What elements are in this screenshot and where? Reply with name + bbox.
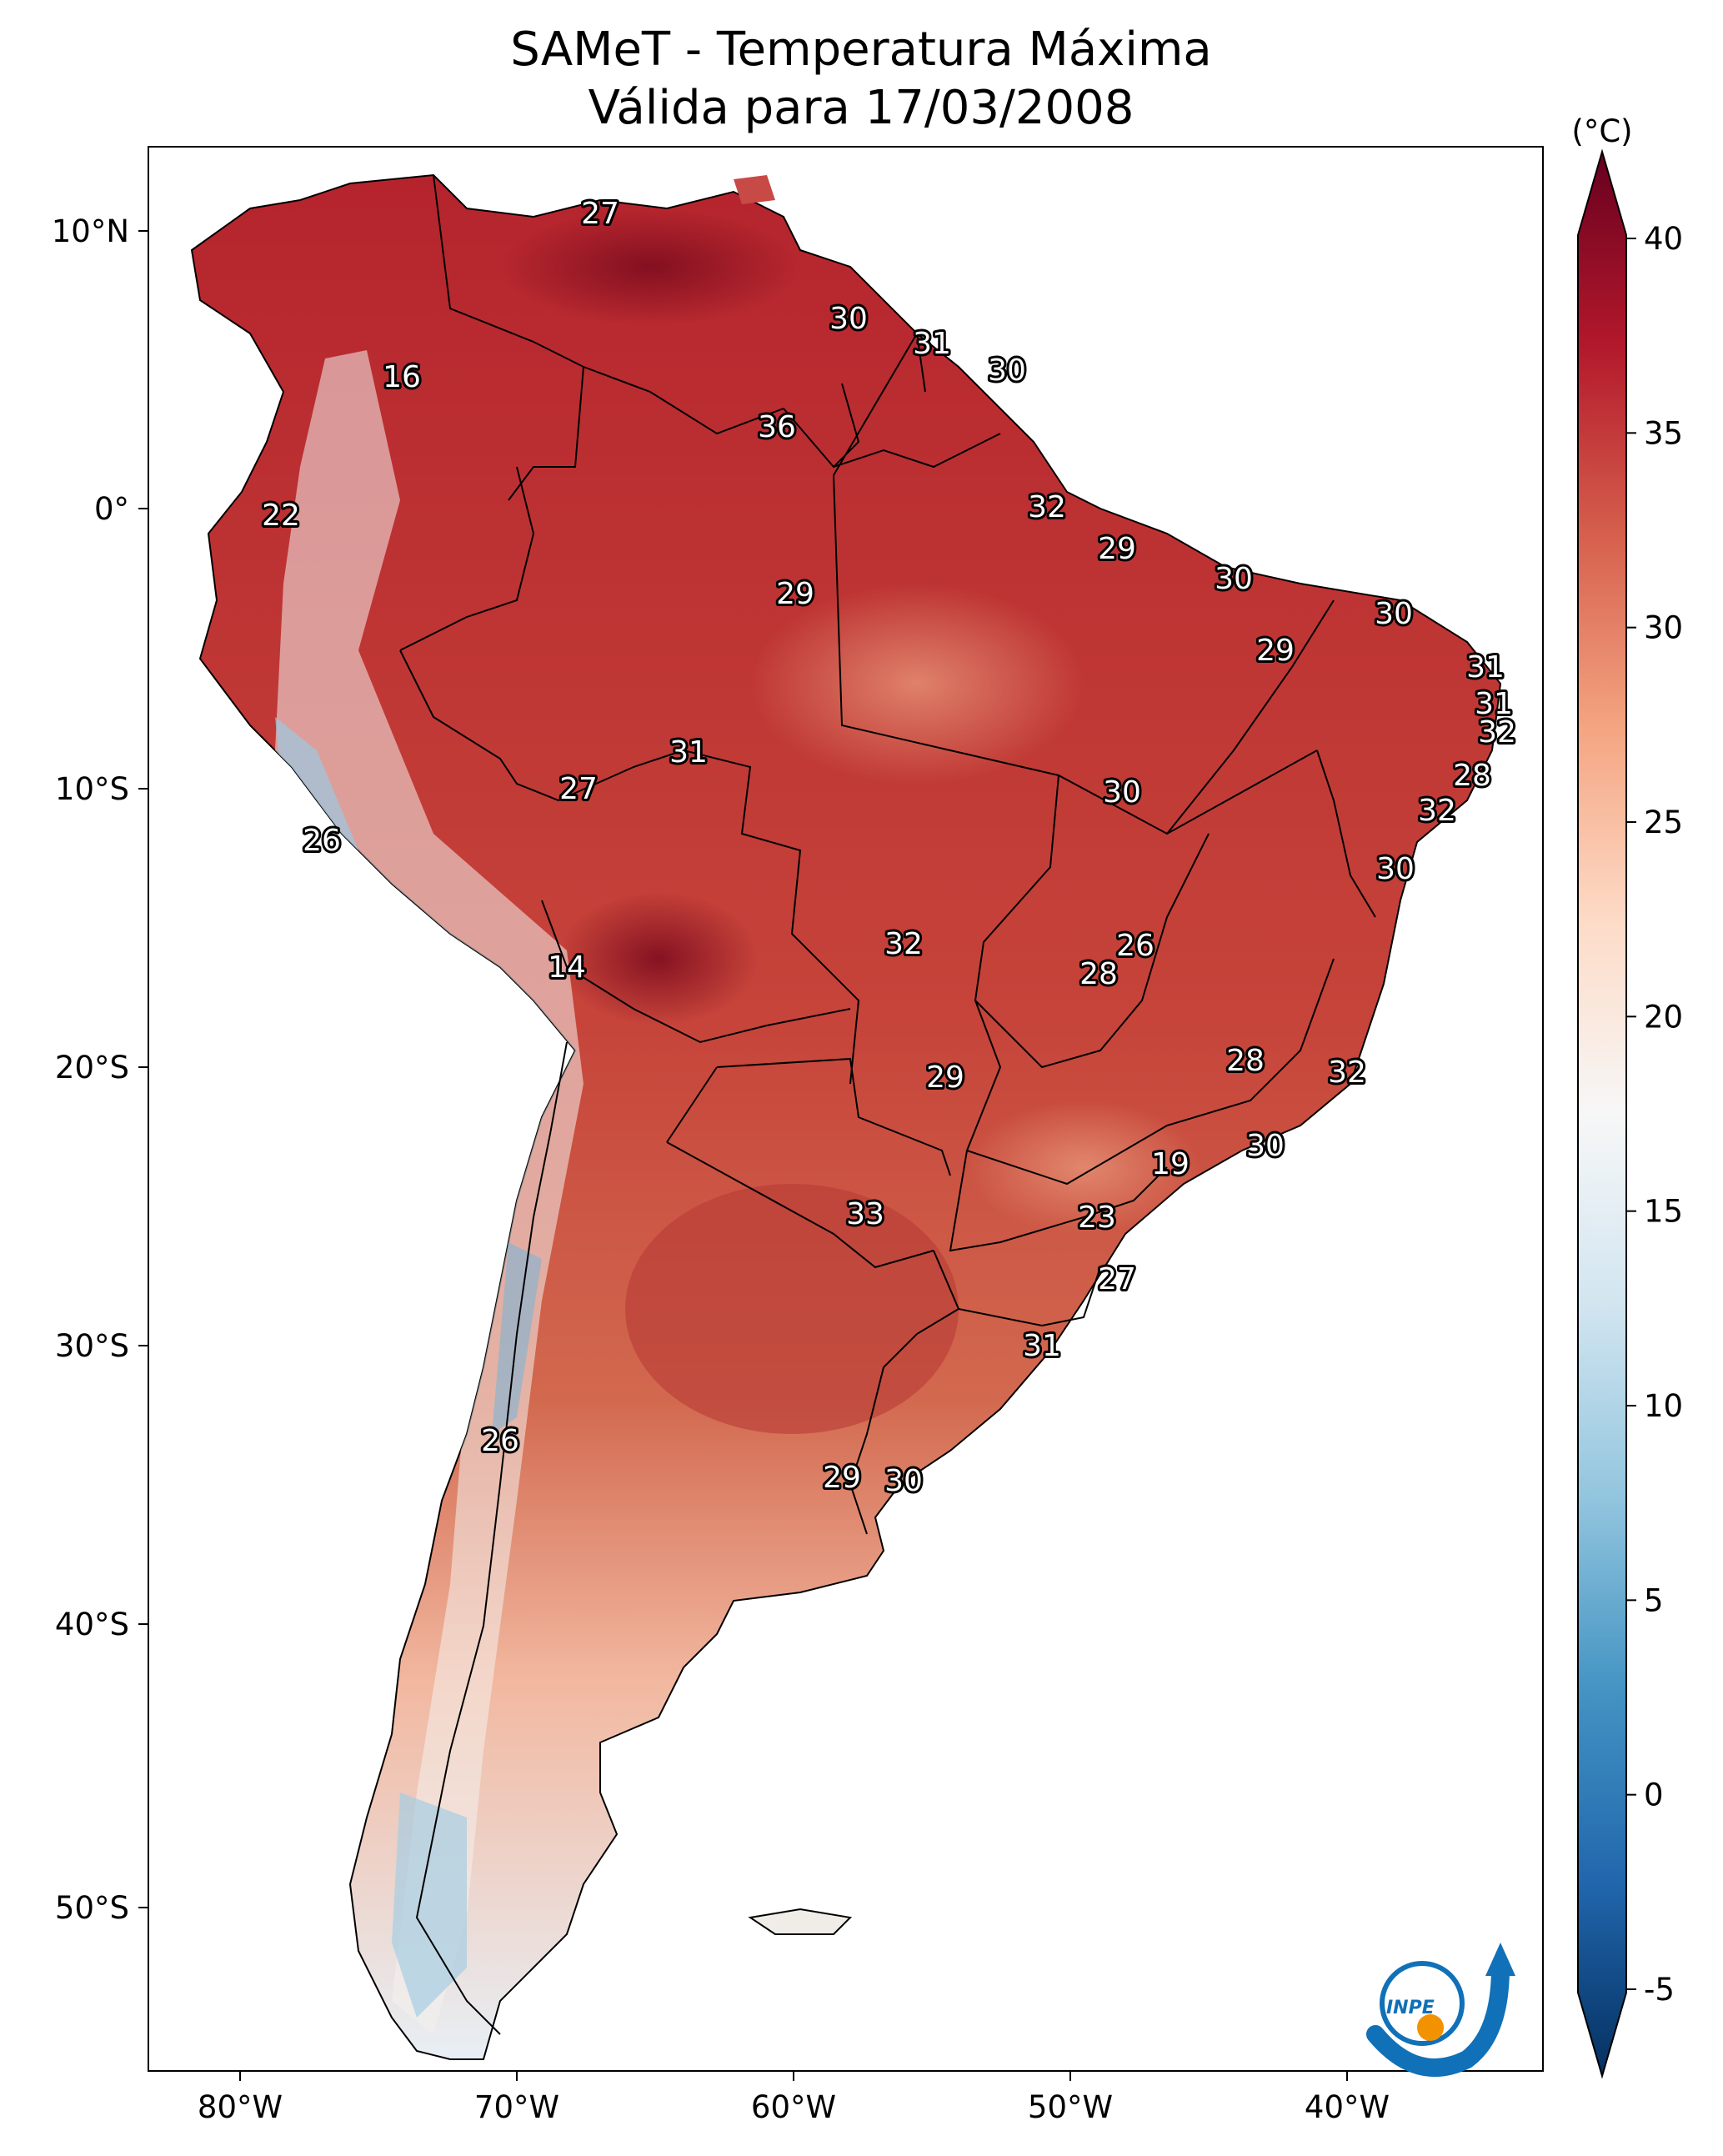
temp-label: 32 [1028,490,1066,524]
map-title-line1: SAMeT - Temperatura Máxima [510,23,1212,77]
temp-label: 32 [1478,715,1516,750]
temp-label: 31 [1466,650,1505,684]
colorbar-tick-label: 25 [1644,805,1683,840]
lon-label: 60°W [751,2089,836,2125]
lat-label: 40°S [55,1607,129,1642]
temp-label: 29 [1098,532,1136,566]
temp-label: 19 [1151,1147,1190,1181]
lat-label: 50°S [55,1890,129,1926]
longitude-axis: 80°W 70°W 60°W 50°W 40°W [198,2071,1390,2125]
temp-label: 29 [776,577,814,611]
temp-label: 22 [262,499,300,533]
colorbar-scale [1577,148,1627,2079]
temp-label: 33 [846,1197,884,1231]
logo-orange-dot [1417,2014,1444,2041]
temp-label: 26 [481,1424,519,1458]
temp-label: 30 [1375,597,1413,631]
colorbar: (°C) 40 35 30 25 20 15 10 5 0 -5 [1571,113,1683,2079]
colorbar-tick-label: -5 [1644,1972,1675,2008]
lon-label: 70°W [474,2089,559,2125]
temp-label: 30 [1103,775,1141,810]
lat-label: 10°N [52,213,129,249]
colorbar-tick-label: 30 [1644,610,1683,646]
temp-label: 28 [1226,1044,1265,1078]
lon-label: 40°W [1305,2089,1390,2125]
country-borders [399,174,1376,2035]
colorbar-tick-label: 20 [1644,999,1683,1035]
map-title-line2: Válida para 17/03/2008 [589,81,1134,135]
colorbar-tick-label: 35 [1644,415,1683,451]
temp-label: 30 [884,1464,923,1498]
temp-label: 29 [926,1060,964,1095]
inpe-logo: INPE [1366,1943,1515,2077]
temp-label: 30 [829,302,868,336]
colorbar-tick-label: 0 [1644,1777,1664,1813]
lat-label: 0° [94,491,129,527]
temp-label: 30 [1246,1129,1285,1163]
lat-label: 10°S [55,771,129,807]
temp-label: 23 [1078,1201,1116,1235]
temp-label: 36 [758,410,796,444]
temp-label: 30 [1215,562,1253,596]
temp-label: 14 [548,950,586,985]
temp-label: 27 [1098,1262,1136,1296]
colorbar-unit: (°C) [1571,113,1632,149]
temperature-labels: 27 16 22 26 14 26 30 31 30 36 32 29 29 3… [259,194,1519,1501]
temp-label: 26 [1116,929,1155,963]
logo-text: INPE [1386,1998,1435,2018]
temp-label: 31 [1023,1329,1061,1363]
temp-label: 31 [1475,687,1513,721]
latitude-axis: 10°N 0° 10°S 20°S 30°S 40°S 50°S [52,213,148,1926]
temp-label: 28 [1453,759,1491,793]
temp-label: 32 [1328,1055,1366,1090]
lat-label: 30°S [55,1328,129,1364]
temp-label: 31 [669,735,708,770]
temp-label: 29 [1256,634,1295,668]
temp-label: 30 [988,353,1026,388]
lat-label: 20°S [55,1050,129,1086]
temp-label: 32 [1418,794,1456,828]
colorbar-tick-label: 40 [1644,221,1683,257]
temp-label: 27 [559,772,598,806]
temp-label: 26 [303,824,341,858]
temp-label: 16 [383,360,421,394]
colorbar-tick-label: 5 [1644,1582,1664,1618]
temp-label: 29 [823,1461,861,1495]
lon-label: 50°W [1028,2089,1113,2125]
temp-label: 28 [1079,957,1118,991]
temp-label: 30 [1376,852,1415,886]
temp-label: 27 [581,197,619,231]
colorbar-tick-label: 15 [1644,1194,1683,1230]
colorbar-tick-label: 10 [1644,1388,1683,1424]
temp-label: 31 [913,327,951,361]
temp-label: 32 [884,927,923,961]
lon-label: 80°W [198,2089,283,2125]
south-america-landmass [190,173,1502,2060]
